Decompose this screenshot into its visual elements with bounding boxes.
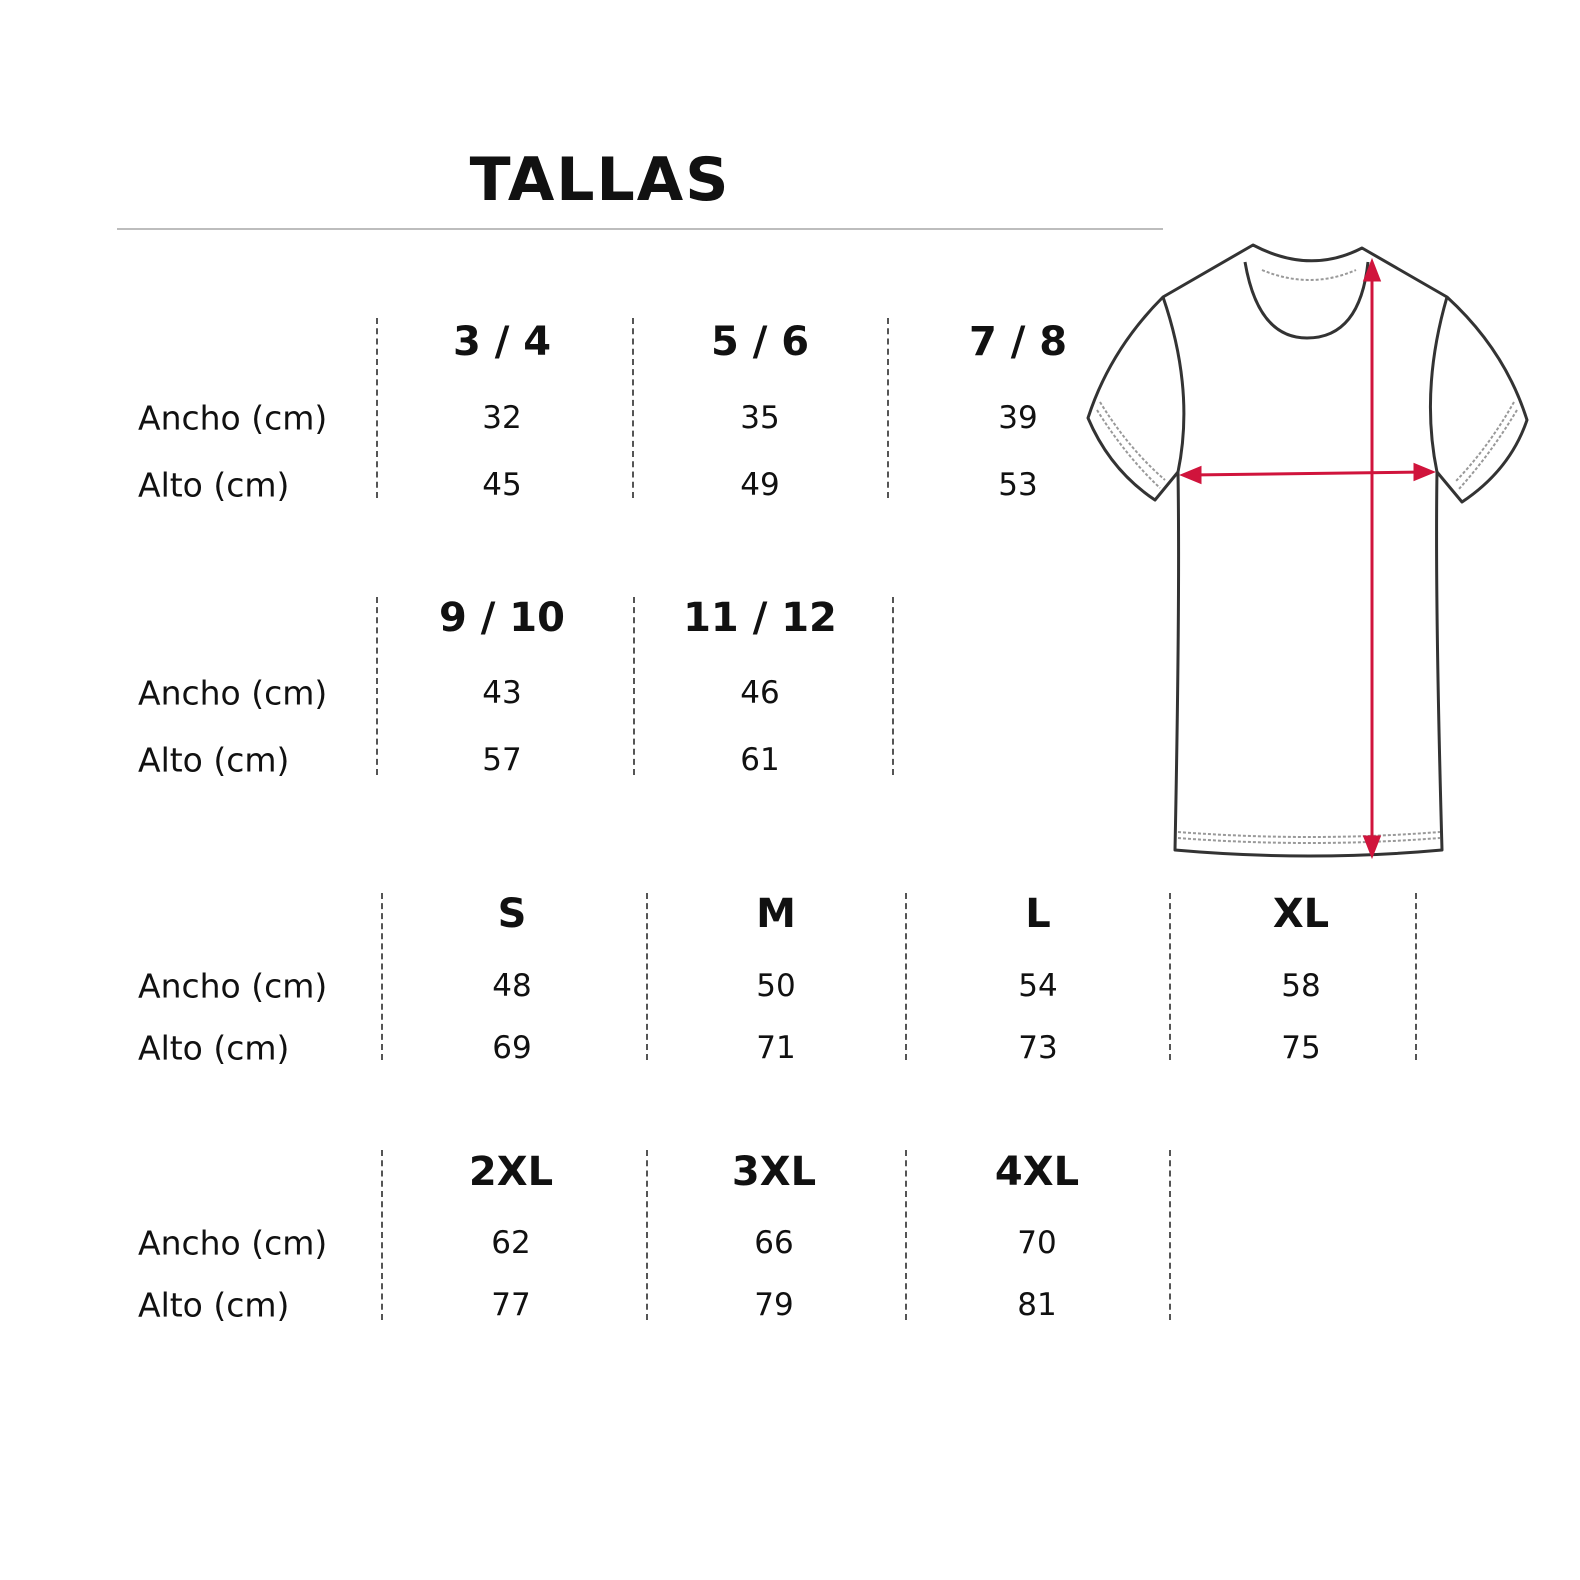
column-divider bbox=[892, 597, 894, 775]
row-label-height: Alto (cm) bbox=[138, 1285, 290, 1325]
row-label-width: Ancho (cm) bbox=[138, 398, 328, 438]
width-value: 48 bbox=[492, 968, 532, 1004]
size-header: 9 / 10 bbox=[439, 595, 565, 641]
height-value: 69 bbox=[492, 1030, 532, 1066]
size-header: 11 / 12 bbox=[683, 595, 837, 641]
column-divider bbox=[646, 893, 648, 1060]
width-value: 46 bbox=[740, 675, 780, 711]
height-value: 77 bbox=[491, 1287, 531, 1323]
row-label-width: Ancho (cm) bbox=[138, 1223, 328, 1263]
column-divider bbox=[381, 1150, 383, 1320]
size-header: 2XL bbox=[468, 1149, 554, 1195]
width-value: 54 bbox=[1018, 968, 1058, 1004]
height-value: 57 bbox=[482, 742, 522, 778]
height-value: 75 bbox=[1281, 1030, 1321, 1066]
column-divider bbox=[633, 597, 635, 775]
width-value: 50 bbox=[756, 968, 796, 1004]
row-label-height: Alto (cm) bbox=[138, 1028, 290, 1068]
width-value: 39 bbox=[998, 400, 1038, 436]
height-value: 81 bbox=[1017, 1287, 1057, 1323]
height-value: 49 bbox=[740, 467, 780, 503]
width-value: 70 bbox=[1017, 1225, 1057, 1261]
row-label-height: Alto (cm) bbox=[138, 465, 290, 505]
width-value: 32 bbox=[482, 400, 522, 436]
column-divider bbox=[632, 318, 634, 498]
column-divider bbox=[1415, 893, 1417, 1060]
row-label-width: Ancho (cm) bbox=[138, 673, 328, 713]
size-header: L bbox=[1025, 891, 1051, 937]
width-value: 35 bbox=[740, 400, 780, 436]
page-title: TALLAS bbox=[469, 145, 731, 215]
height-value: 71 bbox=[756, 1030, 796, 1066]
column-divider bbox=[905, 1150, 907, 1320]
height-value: 53 bbox=[998, 467, 1038, 503]
column-divider bbox=[381, 893, 383, 1060]
height-value: 45 bbox=[482, 467, 522, 503]
column-divider bbox=[376, 318, 378, 498]
size-header: 4XL bbox=[994, 1149, 1080, 1195]
column-divider bbox=[1169, 893, 1171, 1060]
column-divider bbox=[905, 893, 907, 1060]
row-label-height: Alto (cm) bbox=[138, 740, 290, 780]
width-value: 66 bbox=[754, 1225, 794, 1261]
column-divider bbox=[887, 318, 889, 498]
width-value: 58 bbox=[1281, 968, 1321, 1004]
title-divider bbox=[117, 228, 1163, 230]
height-value: 61 bbox=[740, 742, 780, 778]
column-divider bbox=[646, 1150, 648, 1320]
width-value: 62 bbox=[491, 1225, 531, 1261]
size-header: XL bbox=[1272, 891, 1330, 937]
column-divider bbox=[376, 597, 378, 775]
height-value: 73 bbox=[1018, 1030, 1058, 1066]
width-value: 43 bbox=[482, 675, 522, 711]
size-header: 3 / 4 bbox=[452, 319, 552, 365]
column-divider bbox=[1169, 1150, 1171, 1320]
size-header: S bbox=[497, 891, 527, 937]
size-header: 3XL bbox=[731, 1149, 817, 1195]
size-header: 7 / 8 bbox=[968, 319, 1068, 365]
size-header: M bbox=[756, 891, 796, 937]
height-value: 79 bbox=[754, 1287, 794, 1323]
row-label-width: Ancho (cm) bbox=[138, 966, 328, 1006]
size-header: 5 / 6 bbox=[710, 319, 810, 365]
